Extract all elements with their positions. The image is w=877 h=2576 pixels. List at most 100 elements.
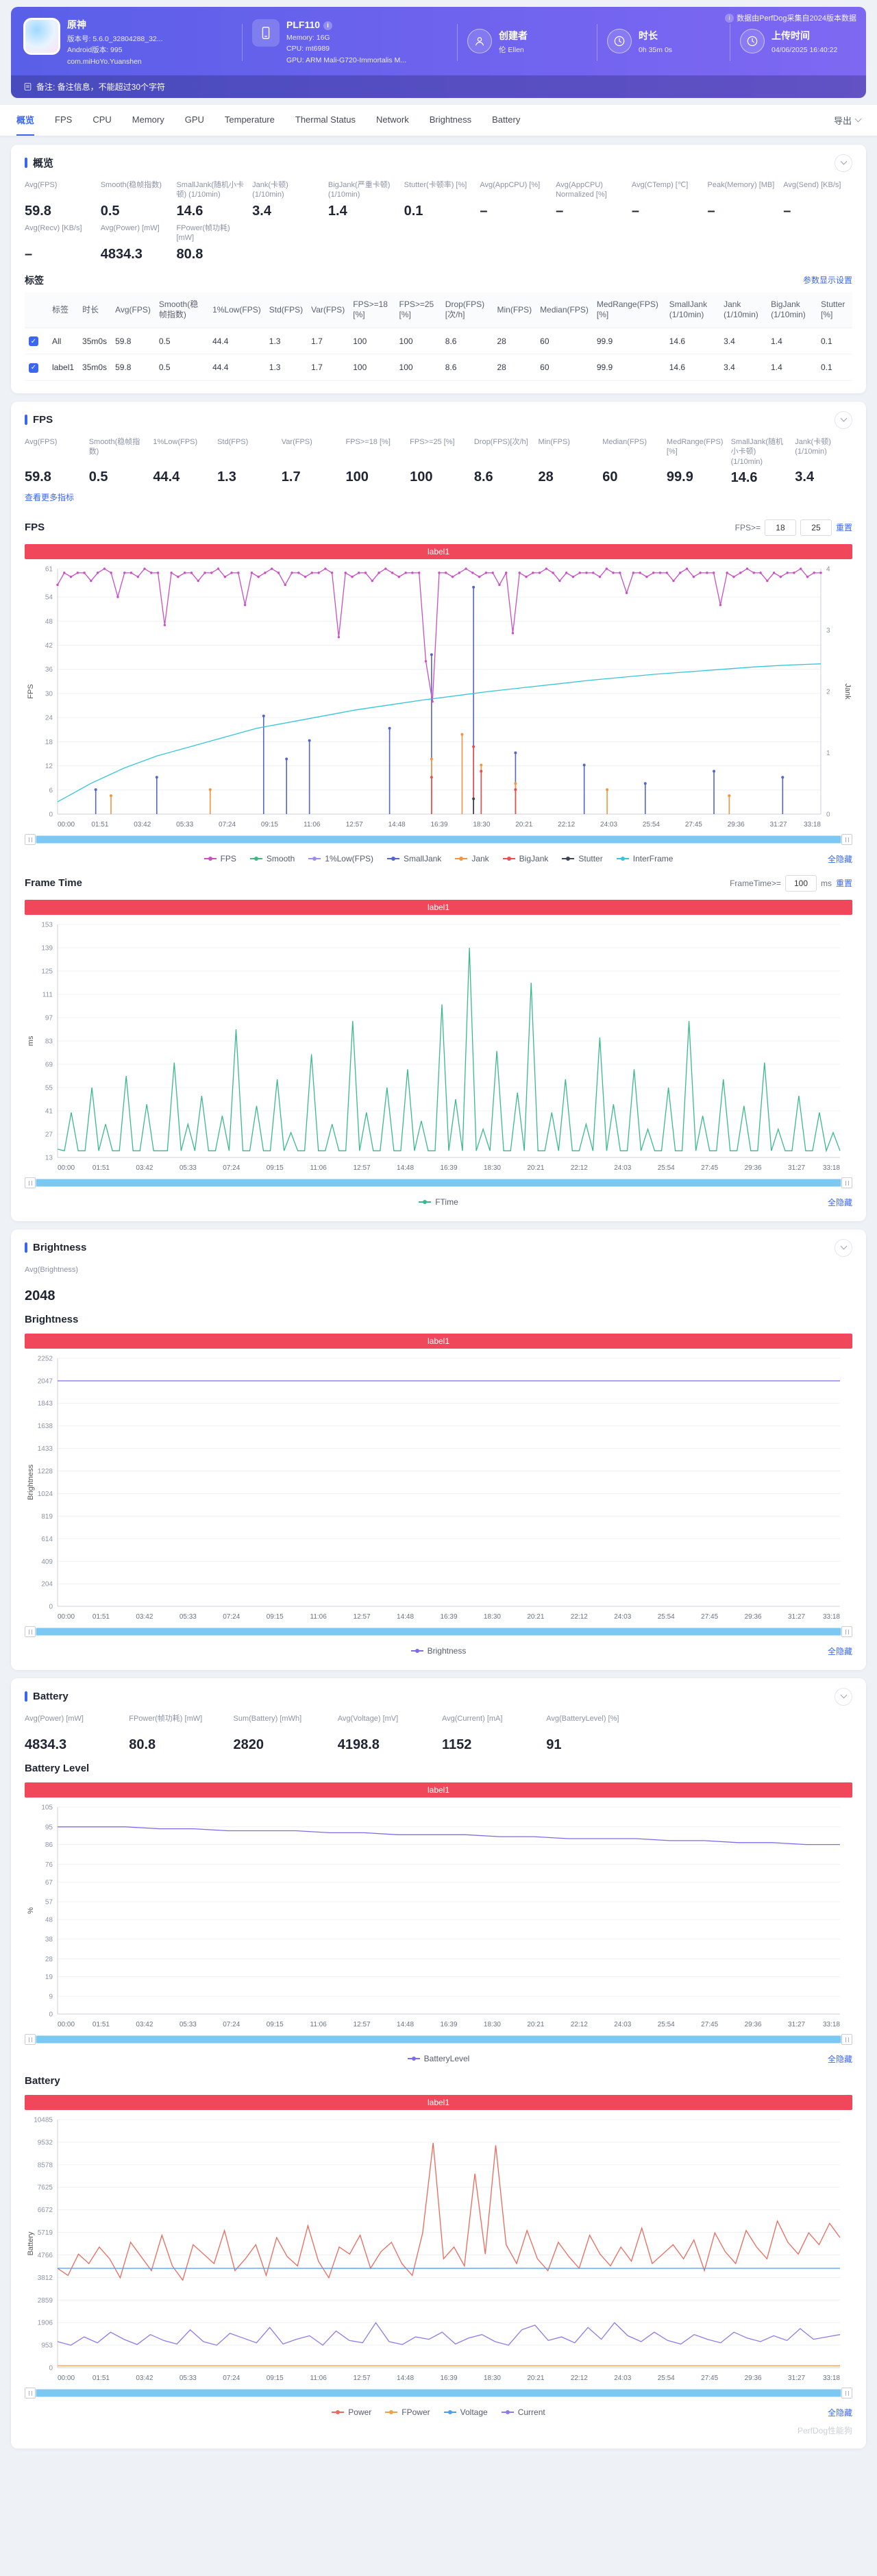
svg-text:0: 0 bbox=[826, 811, 830, 818]
brightness-hide-all-link[interactable]: 全隐藏 bbox=[827, 1646, 852, 1656]
legend-item[interactable]: SmallJank bbox=[386, 854, 441, 863]
device-gpu: GPU: ARM Mali-G720-Immortalis M... bbox=[286, 56, 407, 64]
svg-text:11:06: 11:06 bbox=[310, 1613, 328, 1621]
battery-level-legend: BatteryLevel bbox=[407, 2054, 469, 2063]
legend-item[interactable]: FPS bbox=[203, 854, 236, 863]
svg-text:1843: 1843 bbox=[38, 1400, 53, 1408]
scroll-handle-right[interactable] bbox=[841, 1177, 852, 1188]
legend-item[interactable]: Stutter bbox=[562, 854, 603, 863]
svg-text:18:30: 18:30 bbox=[484, 1613, 501, 1621]
legend-item[interactable]: BatteryLevel bbox=[407, 2054, 469, 2063]
scroll-handle-left[interactable] bbox=[25, 1177, 36, 1188]
scroll-track[interactable] bbox=[36, 1178, 841, 1187]
nav-tab[interactable]: CPU bbox=[92, 114, 112, 125]
svg-text:1228: 1228 bbox=[38, 1468, 53, 1475]
fps-chart[interactable]: 0 6 12 18 24 30 36 42 48 54 61 0 1 2 3 4 00:00 01:51 03:42… bbox=[25, 561, 852, 832]
nav-tab[interactable]: 概览 bbox=[16, 105, 35, 136]
param-display-settings-link[interactable]: 参数显示设置 bbox=[802, 275, 852, 286]
brightness-collapse-button[interactable] bbox=[835, 1238, 852, 1257]
scroll-handle-left[interactable] bbox=[25, 2033, 36, 2045]
nav-tab[interactable]: Brightness bbox=[429, 114, 472, 125]
nav-tab[interactable]: Network bbox=[376, 114, 409, 125]
legend-item[interactable]: Voltage bbox=[443, 2407, 488, 2417]
fps-collapse-button[interactable] bbox=[835, 410, 852, 429]
battery-chart[interactable]: 0 953 1906 2859 3812 4766 5719 6672 7625 8578 9532… bbox=[25, 2111, 852, 2385]
fps-threshold-input-2[interactable] bbox=[800, 519, 832, 536]
scroll-handle-right[interactable] bbox=[841, 2033, 852, 2045]
overview-collapse-button[interactable] bbox=[835, 154, 852, 172]
legend-item[interactable]: InterFrame bbox=[616, 853, 674, 863]
legend-label: InterFrame bbox=[632, 853, 674, 863]
scroll-track[interactable] bbox=[36, 835, 841, 844]
nav-tab[interactable]: Thermal Status bbox=[295, 114, 356, 125]
svg-text:20:21: 20:21 bbox=[527, 2375, 544, 2382]
scroll-track[interactable] bbox=[36, 2388, 841, 2397]
svg-text:Battery: Battery bbox=[27, 2231, 35, 2255]
metric: Avg(FPS) 59.8 bbox=[25, 180, 94, 219]
row-checkbox[interactable]: ✓ bbox=[29, 363, 38, 373]
fps-threshold-input-1[interactable] bbox=[764, 519, 796, 536]
scroll-handle-left[interactable] bbox=[25, 1626, 36, 1637]
svg-text:10485: 10485 bbox=[34, 2116, 53, 2124]
svg-text:ms: ms bbox=[27, 1035, 35, 1046]
device-info-icon[interactable] bbox=[323, 21, 333, 30]
svg-text:38: 38 bbox=[45, 1936, 53, 1943]
legend-item[interactable]: FTime bbox=[419, 1197, 458, 1207]
battery-scrollbar[interactable] bbox=[25, 2387, 852, 2399]
frametime-threshold-input[interactable] bbox=[785, 874, 817, 892]
svg-text:00:00: 00:00 bbox=[58, 1164, 75, 1172]
battery-level-chart-block: Battery Level label1 0 9 19 28 38 48 57 67 76 86 9… bbox=[25, 1763, 852, 2065]
scroll-handle-right[interactable] bbox=[841, 1626, 852, 1637]
battery-hide-all-link[interactable]: 全隐藏 bbox=[827, 2407, 852, 2418]
fps-hide-all-link[interactable]: 全隐藏 bbox=[827, 854, 852, 864]
metric-value: 0.1 bbox=[404, 203, 423, 219]
metric-value: – bbox=[783, 203, 791, 219]
frametime-hide-all-link[interactable]: 全隐藏 bbox=[827, 1197, 852, 1207]
legend-item[interactable]: Brightness bbox=[410, 1646, 466, 1656]
legend-item[interactable]: FPower bbox=[385, 2407, 430, 2417]
legend-item[interactable]: Smooth bbox=[249, 854, 295, 863]
row-checkbox[interactable]: ✓ bbox=[29, 336, 38, 347]
legend-item[interactable]: Jank bbox=[455, 854, 489, 863]
scroll-track[interactable] bbox=[36, 1627, 841, 1636]
brightness-scrollbar[interactable] bbox=[25, 1626, 852, 1638]
overview-metrics-row1: Avg(FPS) 59.8 Smooth(稳帧指数) 0.5 SmallJank… bbox=[25, 180, 852, 219]
scroll-handle-left[interactable] bbox=[25, 833, 36, 845]
fps-scrollbar[interactable] bbox=[25, 833, 852, 846]
svg-text:31:27: 31:27 bbox=[788, 2375, 805, 2382]
battery-level-hide-all-link[interactable]: 全隐藏 bbox=[827, 2054, 852, 2064]
legend-item[interactable]: Power bbox=[332, 2407, 371, 2417]
table-cell: 100 bbox=[395, 354, 441, 381]
export-button[interactable]: 导出 bbox=[834, 114, 862, 127]
nav-tab[interactable]: GPU bbox=[184, 114, 204, 125]
battery-collapse-button[interactable] bbox=[835, 1687, 852, 1706]
frametime-scrollbar[interactable] bbox=[25, 1177, 852, 1189]
legend-item[interactable]: 1%Low(FPS) bbox=[308, 854, 373, 863]
svg-text:6: 6 bbox=[49, 787, 53, 794]
fps-reset-link[interactable]: 重置 bbox=[835, 523, 852, 533]
metric-value: 60 bbox=[602, 469, 618, 484]
scroll-handle-left[interactable] bbox=[25, 2387, 36, 2399]
view-more-metrics-link[interactable]: 查看更多指标 bbox=[25, 492, 75, 502]
metric-label: Smooth(稳帧指数) bbox=[100, 180, 162, 189]
brightness-chart[interactable]: 0 204 409 614 819 1024 1228 1433 1638 1843 2047 225… bbox=[25, 1350, 852, 1624]
svg-text:11:06: 11:06 bbox=[310, 1164, 328, 1172]
nav-tab[interactable]: FPS bbox=[55, 114, 73, 125]
fps-chart-title: FPS bbox=[25, 522, 45, 534]
frametime-reset-link[interactable]: 重置 bbox=[835, 879, 852, 889]
legend-item[interactable]: BigJank bbox=[502, 854, 548, 863]
svg-text:9: 9 bbox=[49, 1993, 53, 2000]
svg-text:86: 86 bbox=[45, 1841, 53, 1849]
scroll-handle-right[interactable] bbox=[841, 2387, 852, 2399]
svg-text:67: 67 bbox=[45, 1879, 53, 1887]
label-table-head-row: 标签 时长 Avg(FPS) Smooth(稳帧指数) 1%Low(FPS) Std(FP… bbox=[25, 292, 852, 328]
nav-tab[interactable]: Temperature bbox=[224, 114, 275, 125]
battery-level-chart[interactable]: 0 9 19 28 38 48 57 67 76 86 95 105 00:00 01:51 03:42 05… bbox=[25, 1799, 852, 2032]
nav-tab[interactable]: Memory bbox=[132, 114, 164, 125]
legend-item[interactable]: Current bbox=[501, 2407, 545, 2417]
scroll-track[interactable] bbox=[36, 2035, 841, 2044]
nav-tab[interactable]: Battery bbox=[492, 114, 521, 125]
frametime-chart[interactable]: 13 27 41 55 69 83 97 111 125 139 153 00:00 01:51 03:4… bbox=[25, 916, 852, 1175]
scroll-handle-right[interactable] bbox=[841, 833, 852, 845]
battery-level-scrollbar[interactable] bbox=[25, 2033, 852, 2046]
